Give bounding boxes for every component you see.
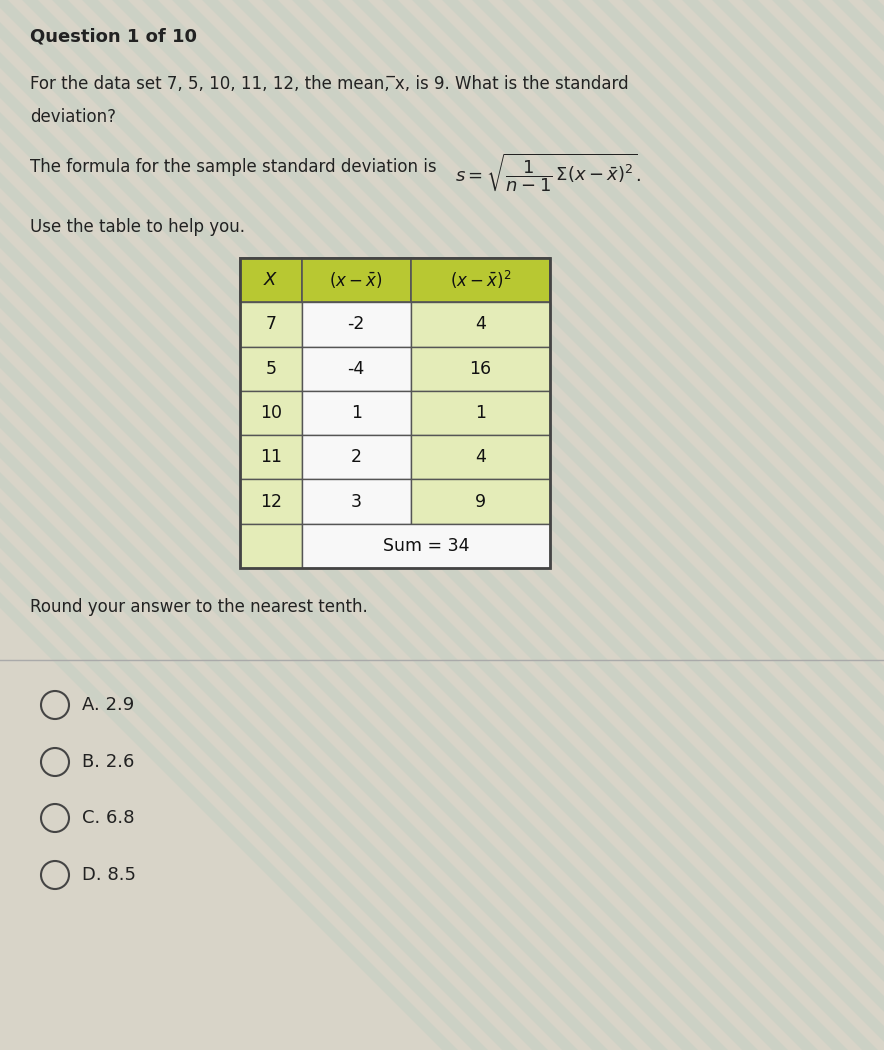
Bar (410, 391, 550, 435)
Text: $\mathit{X}$: $\mathit{X}$ (263, 271, 278, 289)
Text: $s = \sqrt{\dfrac{1}{n-1}\,\Sigma(x - \bar{x})^2}.$: $s = \sqrt{\dfrac{1}{n-1}\,\Sigma(x - \b… (455, 152, 641, 194)
Text: 2: 2 (351, 448, 362, 466)
Bar (240, 524, 302, 568)
Text: -2: -2 (347, 315, 365, 334)
Bar (410, 258, 550, 302)
Text: -4: -4 (347, 360, 365, 378)
Text: $(x - \bar{x})^2$: $(x - \bar{x})^2$ (449, 269, 511, 291)
Bar (302, 480, 410, 524)
Bar (302, 391, 410, 435)
Text: A. 2.9: A. 2.9 (82, 696, 134, 714)
Text: 9: 9 (475, 492, 486, 510)
Text: $(x - \bar{x})$: $(x - \bar{x})$ (330, 270, 383, 290)
Text: deviation?: deviation? (30, 108, 116, 126)
Text: 4: 4 (475, 448, 485, 466)
Bar (410, 302, 550, 346)
Text: For the data set 7, 5, 10, 11, 12, the mean, ̅x, is 9. What is the standard: For the data set 7, 5, 10, 11, 12, the m… (30, 75, 629, 93)
Bar (240, 302, 302, 346)
Bar (240, 435, 302, 480)
Bar (302, 435, 410, 480)
Bar (240, 391, 302, 435)
Text: 4: 4 (475, 315, 485, 334)
Bar (302, 302, 410, 346)
Text: 1: 1 (351, 404, 362, 422)
Text: 11: 11 (260, 448, 282, 466)
Text: 16: 16 (469, 360, 492, 378)
Bar (240, 346, 302, 391)
Text: 7: 7 (265, 315, 277, 334)
Text: D. 8.5: D. 8.5 (82, 866, 136, 884)
Text: B. 2.6: B. 2.6 (82, 753, 134, 771)
Text: 3: 3 (351, 492, 362, 510)
Bar (302, 258, 410, 302)
Text: 5: 5 (265, 360, 277, 378)
Bar (240, 258, 302, 302)
Bar (302, 346, 410, 391)
Text: 10: 10 (260, 404, 282, 422)
Text: C. 6.8: C. 6.8 (82, 808, 134, 827)
Text: Question 1 of 10: Question 1 of 10 (30, 28, 197, 46)
Bar (410, 435, 550, 480)
Text: 12: 12 (260, 492, 282, 510)
Bar (240, 258, 550, 568)
Bar (240, 480, 302, 524)
Text: The formula for the sample standard deviation is: The formula for the sample standard devi… (30, 158, 442, 176)
Bar (410, 346, 550, 391)
Text: Use the table to help you.: Use the table to help you. (30, 218, 245, 236)
Text: 1: 1 (475, 404, 485, 422)
Text: Sum = 34: Sum = 34 (383, 537, 469, 554)
Bar (410, 480, 550, 524)
Text: Round your answer to the nearest tenth.: Round your answer to the nearest tenth. (30, 598, 368, 616)
Bar (302, 524, 550, 568)
